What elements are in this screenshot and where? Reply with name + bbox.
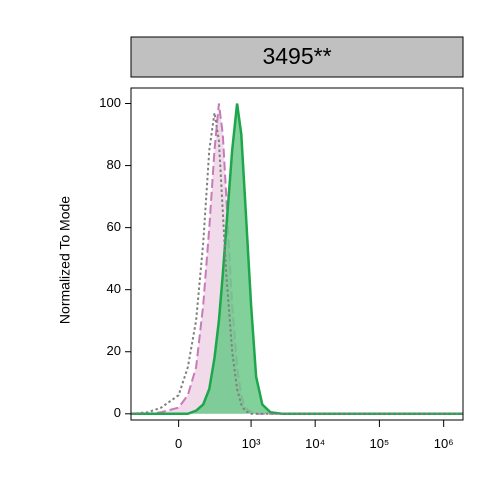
y-tick-label: 100 [99, 95, 121, 110]
histogram-line [131, 103, 463, 416]
y-axis-label: Normalized To Mode [57, 196, 73, 324]
y-tick-label: 0 [114, 405, 121, 420]
y-tick-label: 20 [107, 343, 121, 358]
histogram-line [130, 112, 463, 415]
plot-area [130, 103, 463, 416]
histogram-area [131, 103, 463, 414]
histogram-area [131, 103, 463, 414]
x-tick-label: 10⁶ [434, 436, 454, 451]
histogram-line [131, 103, 463, 415]
x-tick-label: 10⁵ [369, 436, 389, 451]
chart-title: 3495** [262, 43, 331, 69]
x-tick-label: 0 [175, 436, 182, 451]
y-tick-label: 80 [107, 157, 121, 172]
title-box [130, 36, 464, 78]
x-tick-label: 10³ [242, 436, 261, 451]
plot-frame [130, 87, 464, 421]
x-tick-label: 10⁴ [305, 436, 325, 451]
y-tick-label: 40 [107, 281, 121, 296]
y-tick-label: 60 [107, 219, 121, 234]
